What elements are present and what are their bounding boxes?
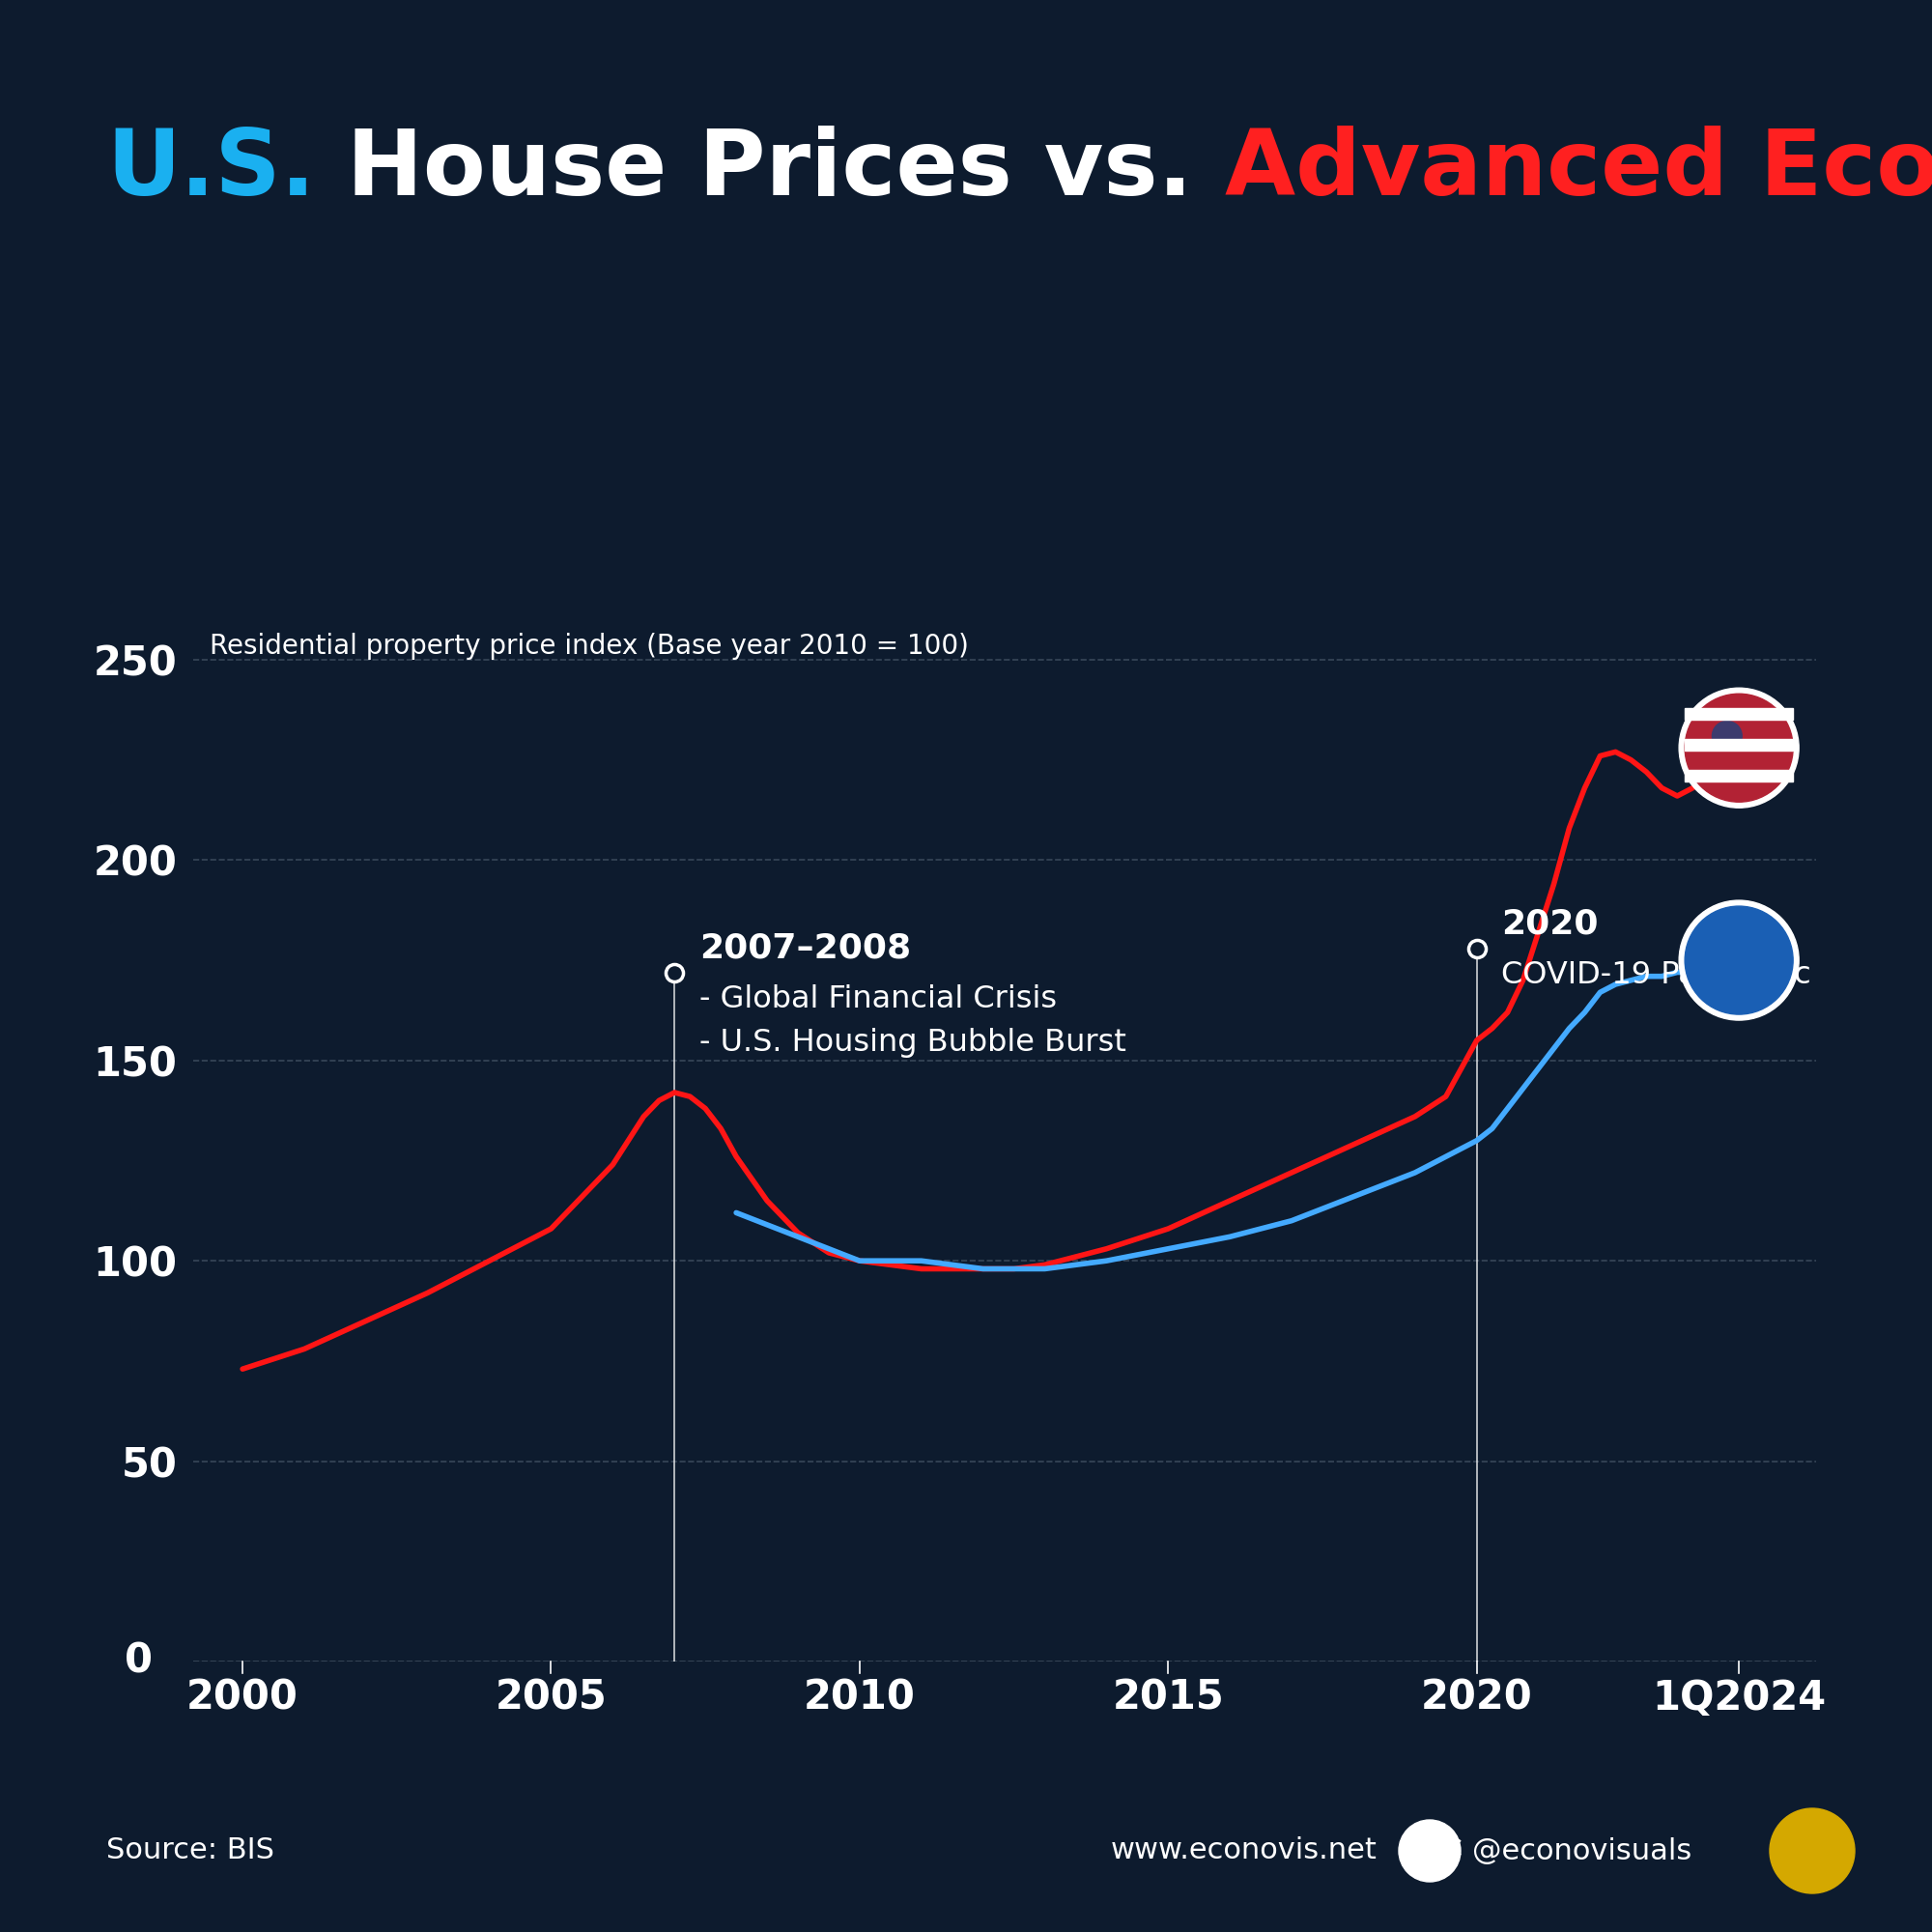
Text: - Global Financial Crisis
- U.S. Housing Bubble Burst: - Global Financial Crisis - U.S. Housing… [699,983,1126,1059]
Text: 0: 0 [124,1642,153,1681]
Text: @econovisuals: @econovisuals [1472,1837,1692,1864]
Text: Residential property price index (Base year 2010 = 100): Residential property price index (Base y… [209,632,968,659]
Text: EV: EV [1793,1837,1832,1864]
Text: www.econovis.net: www.econovis.net [1111,1837,1378,1864]
Text: Advanced Economies: Advanced Economies [1225,126,1932,214]
Text: House Prices vs.: House Prices vs. [315,126,1225,214]
Text: ✕: ✕ [1420,1841,1439,1861]
Text: Source: BIS: Source: BIS [106,1837,274,1864]
Text: U.S.: U.S. [106,126,315,214]
Text: ✕: ✕ [1439,1837,1464,1864]
Text: COVID-19 Pandemic: COVID-19 Pandemic [1501,960,1810,991]
Text: 2007–2008: 2007–2008 [699,931,910,964]
Text: 2020: 2020 [1501,908,1598,941]
